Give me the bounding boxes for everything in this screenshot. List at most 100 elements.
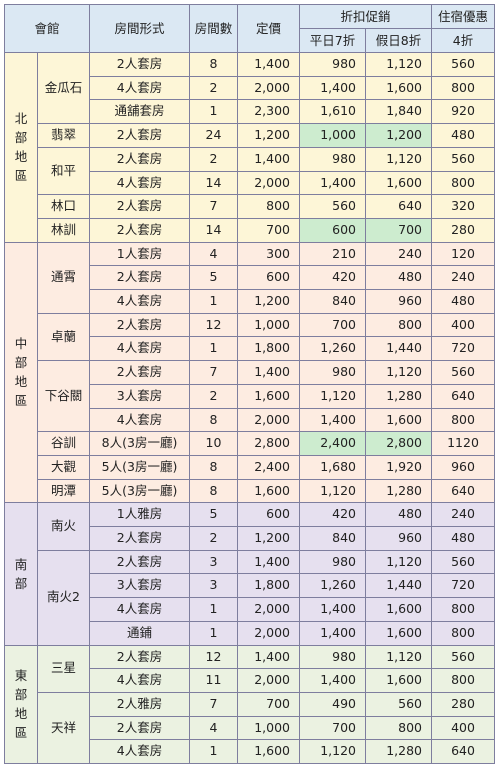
- header-room-count: 房間數: [189, 4, 238, 53]
- table-row: 通鋪 1 2,000 1,400 1,600 800: [5, 620, 495, 646]
- room-type-cell: 2人套房: [89, 265, 190, 291]
- room-type-cell: 4人套房: [89, 289, 190, 314]
- holiday-price-cell: 2,800: [365, 431, 432, 456]
- room-count-cell: 4: [189, 715, 238, 741]
- holiday-price-cell: 1,120: [365, 549, 432, 575]
- room-type-cell: 2人套房: [89, 146, 190, 172]
- region-label: 東部地區: [14, 668, 28, 741]
- holiday-price-cell: 700: [365, 217, 432, 243]
- holiday-price-cell: 960: [365, 289, 432, 314]
- stay-price-cell: 560: [431, 52, 495, 77]
- room-count-cell: 8: [189, 407, 238, 433]
- stay-price-cell: 800: [431, 620, 495, 646]
- table-row: 4人套房 2 2,000 1,400 1,600 800: [5, 75, 495, 101]
- price-cell: 1,200: [237, 123, 300, 148]
- room-type-cell: 2人套房: [89, 644, 190, 670]
- region-cell: 東部地區: [4, 644, 38, 765]
- holiday-price-cell: 1,600: [365, 407, 432, 433]
- room-count-cell: 5: [189, 265, 238, 291]
- weekday-price-cell: 1,610: [299, 99, 366, 125]
- table-row: 通舖套房 1 2,300 1,610 1,840 920: [5, 99, 495, 125]
- holiday-price-cell: 560: [365, 691, 432, 717]
- region-label: 中部地區: [14, 336, 28, 409]
- stay-price-cell: 400: [431, 312, 495, 338]
- venue-name: 金瓜石: [37, 51, 90, 125]
- stay-price-cell: 240: [431, 502, 495, 528]
- holiday-price-cell: 1,840: [365, 99, 432, 125]
- holiday-price-cell: 1,600: [365, 75, 432, 101]
- stay-price-cell: 800: [431, 597, 495, 622]
- table-row: 林訓 2人套房 14 700 600 700 280: [5, 217, 495, 243]
- room-type-cell: 5人(3房一廳): [89, 454, 190, 480]
- price-cell: 600: [237, 265, 300, 291]
- weekday-price-cell: 560: [299, 194, 366, 219]
- stay-price-cell: 800: [431, 75, 495, 101]
- table-row: 明潭 5人(3房一廳) 8 1,600 1,120 1,280 640: [5, 478, 495, 504]
- venue-name: 卓蘭: [37, 312, 90, 362]
- weekday-price-cell: 420: [299, 265, 366, 291]
- venue-name: 和平: [37, 146, 90, 196]
- venue-name: 大觀: [37, 454, 90, 480]
- stay-price-cell: 240: [431, 265, 495, 291]
- venue-name: 通霄: [37, 241, 90, 314]
- room-type-cell: 4人套房: [89, 407, 190, 433]
- pricing-table: 會館 房間形式 房間數 定價 折扣促銷 住宿優惠 平日7折 假日8折 4折 北部…: [4, 4, 495, 765]
- venue-name: 南火2: [37, 549, 90, 646]
- stay-price-cell: 720: [431, 336, 495, 362]
- price-cell: 600: [237, 502, 300, 528]
- room-count-cell: 5: [189, 502, 238, 528]
- price-cell: 1,200: [237, 526, 300, 551]
- room-count-cell: 2: [189, 146, 238, 172]
- price-cell: 1,200: [237, 289, 300, 314]
- room-type-cell: 2人套房: [89, 360, 190, 385]
- table-row: 3人套房 3 1,800 1,260 1,440 720: [5, 573, 495, 599]
- room-type-cell: 2人套房: [89, 715, 190, 741]
- room-count-cell: 24: [189, 123, 238, 148]
- stay-price-cell: 320: [431, 194, 495, 219]
- header-discount: 折扣促銷: [299, 4, 432, 29]
- venue-name: 下谷關: [37, 360, 90, 433]
- room-type-cell: 4人套房: [89, 170, 190, 196]
- room-type-cell: 2人套房: [89, 52, 190, 77]
- venue-name: 林口: [37, 194, 90, 219]
- stay-price-cell: 720: [431, 573, 495, 599]
- price-cell: 1,000: [237, 312, 300, 338]
- region-label: 北部地區: [14, 111, 28, 184]
- table-row: 4人套房 1 1,600 1,120 1,280 640: [5, 739, 495, 765]
- holiday-price-cell: 1,600: [365, 620, 432, 646]
- price-cell: 1,000: [237, 715, 300, 741]
- room-count-cell: 12: [189, 312, 238, 338]
- stay-price-cell: 800: [431, 170, 495, 196]
- holiday-price-cell: 480: [365, 502, 432, 528]
- stay-price-cell: 480: [431, 526, 495, 551]
- stay-price-cell: 560: [431, 644, 495, 670]
- venue-name: 林訓: [37, 217, 90, 243]
- stay-price-cell: 920: [431, 99, 495, 125]
- room-type-cell: 5人(3房一廳): [89, 478, 190, 504]
- stay-price-cell: 560: [431, 549, 495, 575]
- venue-name: 南火: [37, 502, 90, 551]
- table-row: 4人套房 1 1,200 840 960 480: [5, 289, 495, 314]
- table-row: 南火2 2人套房 3 1,400 980 1,120 560: [5, 549, 495, 646]
- room-type-cell: 2人套房: [89, 526, 190, 551]
- weekday-price-cell: 210: [299, 241, 366, 267]
- room-count-cell: 1: [189, 99, 238, 125]
- header-stay: 住宿優惠: [431, 4, 495, 29]
- room-count-cell: 14: [189, 170, 238, 196]
- region-cell: 南部: [4, 502, 38, 646]
- price-cell: 1,400: [237, 644, 300, 670]
- room-type-cell: 3人套房: [89, 383, 190, 409]
- table-row: 4人套房 1 2,000 1,400 1,600 800: [5, 597, 495, 622]
- weekday-price-cell: 980: [299, 549, 366, 575]
- stay-price-cell: 280: [431, 691, 495, 717]
- stay-price-cell: 560: [431, 146, 495, 172]
- weekday-price-cell: 1,680: [299, 454, 366, 480]
- stay-price-cell: 640: [431, 739, 495, 765]
- price-cell: 1,800: [237, 336, 300, 362]
- holiday-price-cell: 960: [365, 526, 432, 551]
- room-type-cell: 1人雅房: [89, 502, 190, 528]
- holiday-price-cell: 800: [365, 312, 432, 338]
- room-type-cell: 2人套房: [89, 549, 190, 575]
- table-row: 和平 2人套房 2 1,400 980 1,120 560: [5, 146, 495, 196]
- price-cell: 2,000: [237, 75, 300, 101]
